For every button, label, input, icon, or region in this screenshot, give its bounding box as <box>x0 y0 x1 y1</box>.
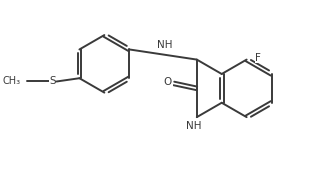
Text: NH: NH <box>157 40 172 50</box>
Text: F: F <box>255 53 261 63</box>
Text: O: O <box>164 77 172 87</box>
Text: NH: NH <box>186 121 202 131</box>
Text: CH₃: CH₃ <box>3 76 21 87</box>
Text: S: S <box>49 76 56 87</box>
